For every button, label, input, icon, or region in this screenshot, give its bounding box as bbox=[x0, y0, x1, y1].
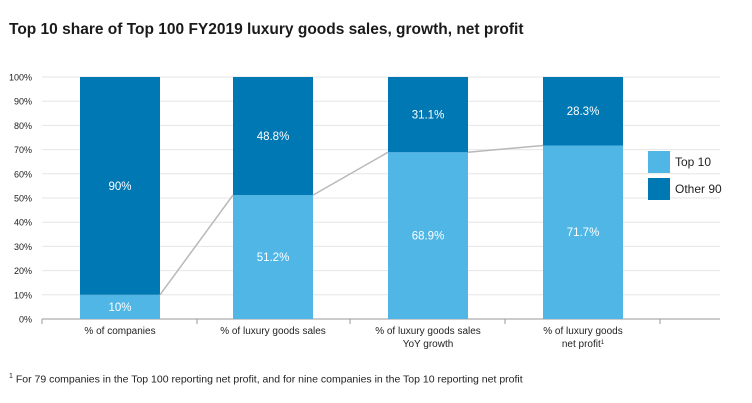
bar-top10 bbox=[543, 145, 623, 319]
category-label: % of luxury goods bbox=[543, 326, 623, 337]
footnote-text: For 79 companies in the Top 100 reportin… bbox=[12, 373, 523, 386]
bar-top10 bbox=[233, 195, 313, 319]
legend-item-other90: Other 90 bbox=[648, 178, 722, 200]
bar-other90 bbox=[80, 77, 160, 295]
y-tick-label: 40% bbox=[14, 218, 32, 228]
y-tick-label: 90% bbox=[14, 97, 32, 107]
legend-swatch-other90 bbox=[648, 178, 670, 200]
bar-top10 bbox=[388, 152, 468, 319]
y-tick-label: 70% bbox=[14, 145, 32, 155]
y-tick-label: 20% bbox=[14, 266, 32, 276]
legend-label-top10: Top 10 bbox=[675, 155, 712, 169]
bar-other90 bbox=[233, 77, 313, 196]
connector-line bbox=[159, 194, 234, 296]
data-label-other90: 90% bbox=[108, 181, 131, 193]
connector-line bbox=[467, 144, 544, 154]
category-label: net profit1 bbox=[562, 339, 605, 350]
legend-label-other90: Other 90 bbox=[675, 182, 722, 196]
bar-other90 bbox=[543, 77, 623, 146]
y-tick-label: 100% bbox=[9, 73, 32, 83]
y-tick-label: 10% bbox=[14, 290, 32, 300]
category-label: YoY growth bbox=[403, 339, 454, 350]
stacked-bar-chart: 0% 10% 20% 30% 40% 50% 60% 70% 80% 90% 100% 10% 90%%… bbox=[9, 73, 720, 350]
category-label: % of luxury goods sales bbox=[220, 326, 326, 337]
y-tick-label: 0% bbox=[19, 315, 32, 325]
chart-title: Top 10 share of Top 100 FY2019 luxury go… bbox=[9, 21, 524, 38]
y-tick-label: 60% bbox=[14, 169, 32, 179]
y-tick-label: 30% bbox=[14, 242, 32, 252]
connector-line bbox=[312, 151, 389, 196]
footnote-marker: 1 bbox=[9, 373, 13, 380]
bar-other90 bbox=[388, 77, 468, 153]
legend: Top 10 Other 90 bbox=[648, 151, 722, 205]
bar-top10 bbox=[80, 294, 160, 319]
data-label-top10: 68.9% bbox=[412, 231, 445, 243]
footnote: 1 For 79 companies in the Top 100 report… bbox=[9, 373, 523, 386]
data-label-other90: 31.1% bbox=[412, 110, 445, 122]
data-label-top10: 51.2% bbox=[257, 252, 290, 264]
y-tick-label: 50% bbox=[14, 194, 32, 204]
y-tick-label: 80% bbox=[14, 121, 32, 131]
legend-swatch-top10 bbox=[648, 151, 670, 173]
data-label-top10: 71.7% bbox=[567, 227, 600, 239]
legend-item-top10: Top 10 bbox=[648, 151, 722, 173]
category-superscript: 1 bbox=[601, 340, 605, 346]
category-label: % of luxury goods sales bbox=[375, 326, 481, 337]
category-label: % of companies bbox=[84, 326, 155, 337]
data-label-other90: 28.3% bbox=[567, 106, 600, 118]
data-label-top10: 10% bbox=[108, 302, 131, 314]
data-label-other90: 48.8% bbox=[257, 131, 290, 143]
